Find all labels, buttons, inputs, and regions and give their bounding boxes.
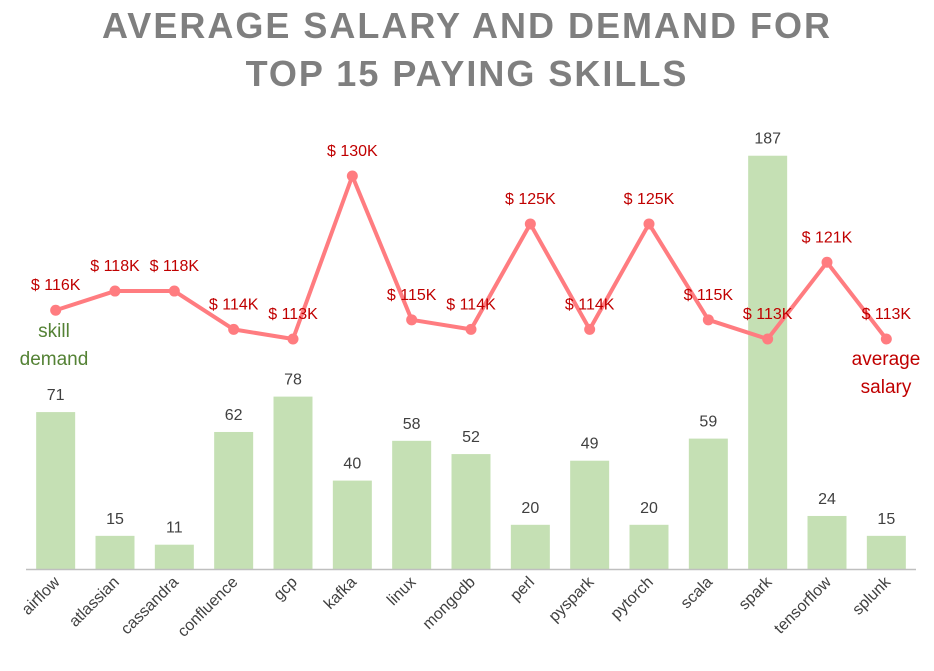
demand-bar bbox=[95, 535, 135, 569]
x-tick-label-perl: perl bbox=[507, 574, 538, 605]
x-tick-label-pyspark: pyspark bbox=[546, 573, 598, 625]
salary-data-label: $ 125K bbox=[624, 191, 675, 208]
salary-data-label: $ 114K bbox=[446, 296, 496, 313]
chart-title-line-2: TOP 15 PAYING SKILLS bbox=[245, 53, 689, 94]
salary-data-label: $ 125K bbox=[505, 191, 556, 208]
x-tick-label-cassandra: cassandra bbox=[118, 574, 182, 638]
salary-point bbox=[762, 333, 774, 345]
salary-data-label: $ 130K bbox=[327, 143, 378, 160]
x-tick-label-confluence: confluence bbox=[175, 574, 242, 641]
average-salary-label-line-1: average bbox=[851, 349, 921, 370]
demand-data-label: 58 bbox=[403, 416, 421, 433]
demand-bar bbox=[866, 535, 906, 569]
demand-data-label: 187 bbox=[754, 131, 781, 148]
salary-data-label: $ 118K bbox=[90, 258, 140, 275]
salary-point bbox=[880, 333, 892, 345]
x-tick-label-splunk: splunk bbox=[849, 573, 894, 618]
x-tick-label-spark: spark bbox=[736, 573, 776, 613]
demand-bar bbox=[510, 524, 550, 569]
demand-data-label: 52 bbox=[462, 429, 480, 446]
demand-bar bbox=[629, 524, 669, 569]
x-tick-label-pytorch: pytorch bbox=[608, 574, 657, 623]
salary-point bbox=[346, 170, 358, 182]
demand-bar bbox=[36, 412, 76, 569]
salary-data-label: $ 113K bbox=[743, 306, 793, 323]
demand-data-label: 20 bbox=[640, 500, 658, 517]
x-tick-label-gcp: gcp bbox=[271, 574, 301, 604]
salary-data-label: $ 114K bbox=[209, 296, 259, 313]
salary-point bbox=[406, 314, 418, 326]
demand-data-label: 15 bbox=[877, 511, 895, 528]
salary-point bbox=[109, 285, 121, 297]
demand-bar bbox=[154, 544, 194, 569]
x-tick-label-kafka: kafka bbox=[321, 574, 360, 613]
average-salary-series-label: average salary bbox=[838, 346, 934, 402]
demand-data-label: 11 bbox=[166, 520, 183, 537]
salary-data-label: $ 115K bbox=[387, 287, 437, 304]
salary-point bbox=[168, 285, 180, 297]
x-tick-label-mongodb: mongodb bbox=[420, 574, 479, 633]
demand-data-label: 71 bbox=[47, 387, 65, 404]
x-tick-label-scala: scala bbox=[678, 574, 717, 613]
salary-data-label: $ 114K bbox=[565, 296, 615, 313]
salary-point bbox=[50, 304, 62, 316]
salary-point bbox=[524, 218, 536, 230]
salary-point bbox=[228, 323, 240, 335]
salary-data-label: $ 116K bbox=[31, 277, 81, 294]
demand-bar bbox=[688, 438, 728, 569]
demand-bar bbox=[392, 440, 432, 569]
salary-point bbox=[584, 323, 596, 335]
skill-demand-label-line-1: skill bbox=[38, 321, 70, 342]
demand-data-label: 40 bbox=[343, 456, 361, 473]
salary-data-label: $ 113K bbox=[268, 306, 318, 323]
chart-title-line-1: AVERAGE SALARY AND DEMAND FOR bbox=[101, 5, 833, 46]
demand-bar bbox=[273, 396, 313, 569]
demand-bar bbox=[451, 454, 491, 569]
x-tick-label-airflow: airflow bbox=[19, 573, 64, 618]
salary-data-label: $ 113K bbox=[862, 306, 912, 323]
demand-data-label: 78 bbox=[284, 372, 302, 389]
demand-bar bbox=[214, 431, 254, 569]
skill-demand-label-line-2: demand bbox=[19, 349, 89, 370]
demand-data-label: 49 bbox=[581, 436, 599, 453]
demand-data-label: 62 bbox=[225, 407, 243, 424]
x-tick-label-linux: linux bbox=[384, 574, 419, 609]
salary-point bbox=[643, 218, 655, 230]
salary-data-label: $ 115K bbox=[684, 287, 734, 304]
salary-point bbox=[287, 333, 299, 345]
salary-data-label: $ 121K bbox=[802, 229, 853, 246]
demand-data-label: 15 bbox=[106, 511, 124, 528]
salary-point bbox=[821, 256, 833, 268]
demand-data-label: 59 bbox=[699, 414, 717, 431]
demand-data-label: 20 bbox=[521, 500, 539, 517]
demand-bar bbox=[332, 480, 372, 569]
salary-data-label: $ 118K bbox=[150, 258, 200, 275]
skill-demand-series-label: skill demand bbox=[14, 318, 94, 374]
demand-bar bbox=[748, 155, 788, 570]
average-salary-label-line-2: salary bbox=[860, 377, 912, 398]
salary-point bbox=[465, 323, 477, 335]
salary-point bbox=[702, 314, 714, 326]
demand-bar bbox=[570, 460, 610, 569]
x-tick-label-tensorflow: tensorflow bbox=[771, 573, 835, 637]
x-tick-label-atlassian: atlassian bbox=[66, 574, 123, 631]
demand-data-label: 24 bbox=[818, 491, 836, 508]
demand-bar bbox=[807, 515, 847, 569]
